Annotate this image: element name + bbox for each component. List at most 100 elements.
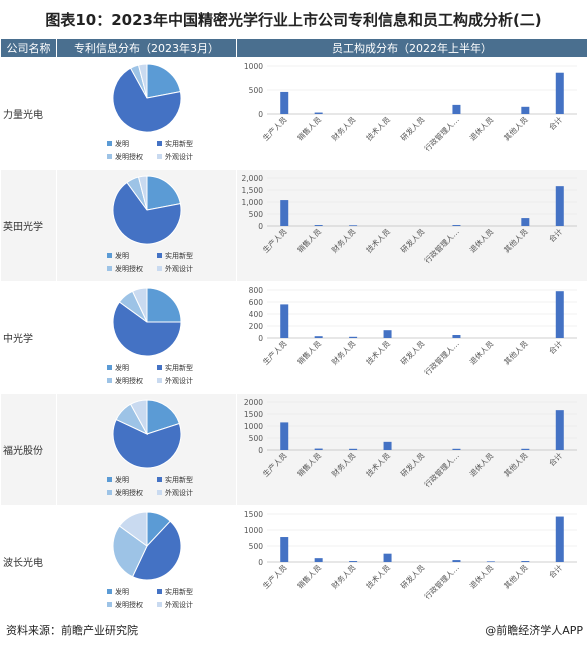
bar <box>314 225 323 226</box>
y-tick-label: 0 <box>258 446 263 455</box>
brand-credit: @前瞻经济学人APP <box>485 624 583 637</box>
legend-swatch <box>107 490 112 495</box>
y-tick-label: 500 <box>249 434 264 443</box>
legend-swatch <box>157 378 162 383</box>
bar <box>521 218 530 226</box>
x-tick-label: 研发人员 <box>398 114 427 143</box>
legend-swatch <box>107 589 112 594</box>
x-tick-label: 行政管理人… <box>422 450 461 489</box>
x-tick-label: 其他人员 <box>501 114 530 143</box>
bar <box>486 561 495 562</box>
legend-label: 外观设计 <box>165 264 193 273</box>
y-tick-label: 1000 <box>244 526 263 535</box>
bar <box>521 106 530 114</box>
bar <box>314 336 323 338</box>
x-tick-label: 其他人员 <box>501 226 530 255</box>
legend-label: 发明授权 <box>115 376 143 385</box>
staff-bar-chart: 0 500 1,000 1,500 2,000 生产人员 销售人员 财务人员 技术人员 研发人员行… <box>242 174 577 265</box>
company-name: 福光股份 <box>0 393 57 506</box>
bar <box>314 112 323 114</box>
x-tick-label: 合计 <box>547 226 565 244</box>
pie-slice <box>112 301 182 357</box>
legend-swatch <box>107 266 112 271</box>
company-table: 公司名称 专利信息分布（2023年3月） 员工构成分布（2022年上半年） 力量… <box>0 38 587 618</box>
pie-slice <box>118 511 148 547</box>
y-tick-label: 200 <box>249 322 264 331</box>
pie-slice <box>129 399 148 435</box>
legend-swatch <box>107 477 112 482</box>
x-tick-label: 销售人员 <box>295 226 324 255</box>
x-tick-label: 技术人员 <box>364 562 393 591</box>
header-patent: 专利信息分布（2023年3月） <box>56 38 237 58</box>
x-tick-label: 其他人员 <box>501 338 530 367</box>
pie-slice <box>131 520 182 581</box>
legend-label: 实用新型 <box>165 363 193 372</box>
bar <box>521 448 530 450</box>
page-title: 图表10：2023年中国精密光学行业上市公司专利信息和员工构成分析(二) <box>45 10 542 29</box>
x-tick-label: 退休人员 <box>467 338 496 367</box>
y-tick-label: 1000 <box>244 422 263 431</box>
company-row: 中光学 发明 实用新型 发明授权 外观设计 0 200 400 600 800 生产人员 销售人员… <box>0 281 587 394</box>
x-tick-label: 退休人员 <box>467 114 496 143</box>
y-tick-label: 2000 <box>244 398 263 407</box>
legend-label: 实用新型 <box>165 251 193 260</box>
y-tick-label: 500 <box>249 86 264 95</box>
legend-label: 发明 <box>115 251 129 260</box>
y-tick-label: 2,000 <box>242 174 264 183</box>
x-tick-label: 生产人员 <box>260 226 289 255</box>
bar <box>555 72 564 114</box>
legend-swatch <box>157 141 162 146</box>
x-tick-label: 研发人员 <box>398 338 427 367</box>
bar <box>555 410 564 450</box>
company-row: 英田光学 发明 实用新型 发明授权 外观设计 0 500 1,000 1,500 2,000 生… <box>0 169 587 282</box>
legend-label: 发明授权 <box>115 600 143 609</box>
bar <box>383 441 392 450</box>
legend-label: 外观设计 <box>165 600 193 609</box>
x-tick-label: 销售人员 <box>295 450 324 479</box>
x-tick-label: 财务人员 <box>329 450 358 479</box>
x-tick-label: 生产人员 <box>260 450 289 479</box>
bar <box>452 104 461 114</box>
bar <box>349 336 358 338</box>
y-tick-label: 1000 <box>244 62 263 71</box>
y-tick-label: 500 <box>249 542 264 551</box>
x-tick-label: 退休人员 <box>467 562 496 591</box>
x-tick-label: 合计 <box>547 114 565 132</box>
footer: 资料来源：前瞻产业研究院 @前瞻经济学人APP <box>0 618 587 642</box>
y-tick-label: 500 <box>249 210 264 219</box>
y-tick-label: 0 <box>258 110 263 119</box>
legend-label: 外观设计 <box>165 152 193 161</box>
bar <box>452 560 461 562</box>
bar <box>280 91 289 114</box>
bar <box>349 225 358 226</box>
x-tick-label: 销售人员 <box>295 338 324 367</box>
company-name: 力量光电 <box>0 57 57 170</box>
legend-swatch <box>157 490 162 495</box>
y-tick-label: 800 <box>249 286 264 295</box>
legend-swatch <box>157 154 162 159</box>
x-tick-label: 技术人员 <box>364 226 393 255</box>
y-tick-label: 0 <box>258 334 263 343</box>
pie-slice <box>137 63 148 99</box>
x-tick-label: 研发人员 <box>398 450 427 479</box>
bar <box>280 304 289 338</box>
legend-swatch <box>107 602 112 607</box>
x-tick-label: 生产人员 <box>260 114 289 143</box>
bar <box>349 561 358 562</box>
x-tick-label: 销售人员 <box>295 114 324 143</box>
x-tick-label: 财务人员 <box>329 338 358 367</box>
legend-label: 外观设计 <box>165 376 193 385</box>
y-tick-label: 0 <box>258 222 263 231</box>
pie-slice <box>112 418 182 469</box>
x-tick-label: 行政管理人… <box>422 562 461 601</box>
bar <box>452 448 461 450</box>
legend-swatch <box>107 378 112 383</box>
pie-slice <box>146 63 181 99</box>
